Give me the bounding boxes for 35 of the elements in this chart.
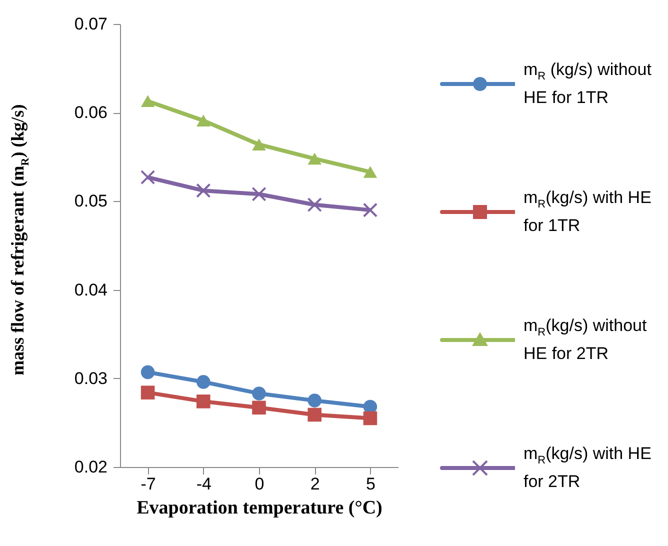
y-tick-label: 0.07	[74, 14, 108, 34]
point	[252, 386, 266, 400]
legend-label: m$_{R}$(kg/s) with HE for 2TR	[523, 443, 652, 494]
point	[308, 152, 322, 165]
y-tick-label: 0.02	[74, 458, 108, 476]
legend-label: m$_{R}$ (kg/s) without HE for 1TR	[523, 59, 652, 110]
point	[196, 375, 210, 389]
point	[308, 394, 322, 408]
point	[140, 386, 155, 400]
y-tick-label: 0.03	[74, 368, 108, 388]
x-tick-label: -4	[196, 474, 212, 494]
point	[140, 170, 156, 185]
legend-label: m$_{R}$(kg/s) with HE for 1TR	[523, 187, 652, 238]
point	[252, 400, 266, 415]
point	[363, 166, 378, 178]
point	[140, 365, 155, 380]
y-tick-label: 0.04	[74, 280, 108, 300]
x-tick-label: 0	[254, 474, 264, 494]
point	[252, 186, 266, 202]
x-axis-title: Evaporation temperature (°C)	[136, 498, 382, 518]
point	[196, 394, 210, 408]
point	[140, 95, 155, 108]
point	[252, 138, 266, 150]
legend-label: m$_{R}$(kg/s) without HE for 2TR	[523, 315, 648, 366]
point	[363, 411, 378, 426]
point	[308, 408, 322, 422]
y-tick-label: 0.06	[74, 103, 108, 122]
x-tick-label: 2	[310, 474, 320, 494]
point	[196, 114, 210, 127]
point	[362, 202, 378, 218]
x-tick-label: 5	[366, 474, 376, 494]
point	[196, 183, 211, 198]
y-tick-label: 0.05	[74, 192, 108, 211]
point	[307, 197, 322, 212]
x-tick-label: -7	[140, 474, 156, 494]
